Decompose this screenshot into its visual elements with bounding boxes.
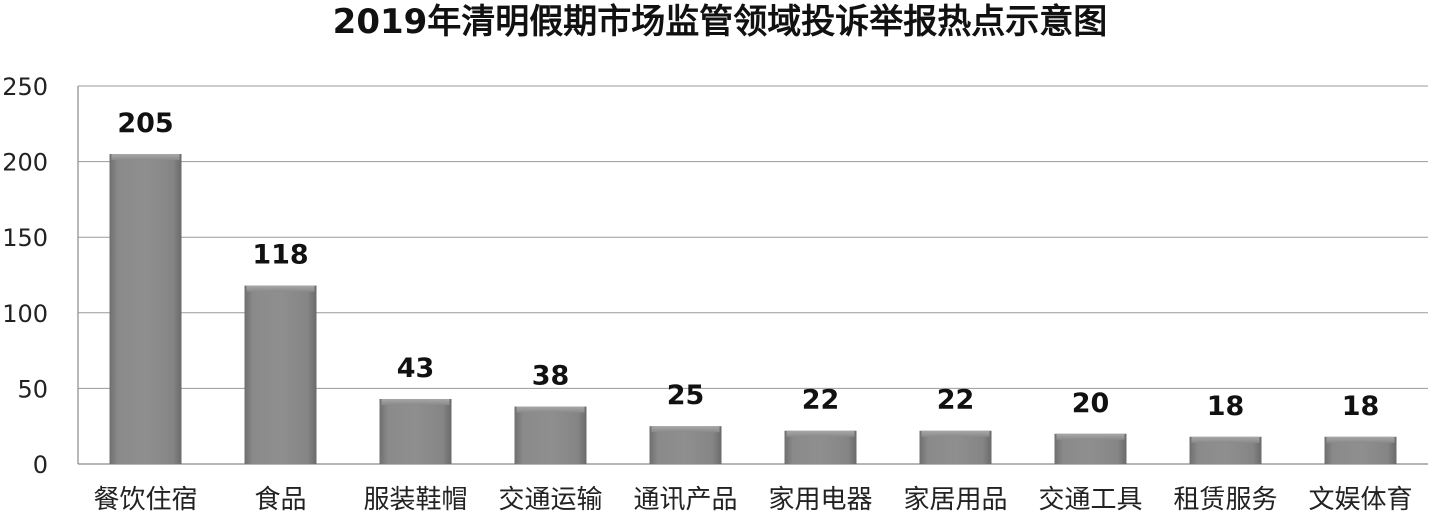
bar-highlight xyxy=(921,430,990,437)
x-axis-ticks: 餐饮住宿 食品 服装鞋帽 交通运输 通讯产品 家用电器 家居用品 交通工具 租赁服务 文娱体育 xyxy=(93,485,1412,515)
x-tick-label: 通讯产品 xyxy=(633,485,737,515)
bar-highlight xyxy=(651,426,720,433)
bar xyxy=(109,154,182,465)
data-label: 25 xyxy=(667,380,705,411)
y-tick-label: 150 xyxy=(2,224,48,252)
x-tick-label: 文娱体育 xyxy=(1308,485,1412,515)
x-tick-label: 食品 xyxy=(254,485,306,515)
y-tick-label: 200 xyxy=(2,149,48,177)
x-tick-label: 餐饮住宿 xyxy=(93,485,197,515)
bar xyxy=(244,285,317,464)
bar-highlight xyxy=(111,154,180,161)
data-label: 18 xyxy=(1342,391,1380,422)
x-tick-label: 家居用品 xyxy=(903,485,1007,515)
x-tick-label: 交通运输 xyxy=(498,485,602,515)
y-axis-ticks: 0 50 100 150 200 250 xyxy=(2,73,48,479)
data-label: 43 xyxy=(397,353,435,384)
x-tick-label: 服装鞋帽 xyxy=(363,485,467,515)
bar-highlight xyxy=(381,398,450,405)
y-tick-label: 0 xyxy=(33,451,48,479)
data-label: 205 xyxy=(117,108,173,139)
bar xyxy=(514,406,587,464)
data-label: 38 xyxy=(532,361,570,392)
y-tick-label: 100 xyxy=(2,300,48,328)
data-labels: 205 118 43 38 25 22 22 20 18 18 xyxy=(117,108,1379,422)
data-label: 22 xyxy=(802,385,840,416)
bar xyxy=(649,426,722,464)
data-label: 118 xyxy=(252,240,308,271)
bars xyxy=(109,154,1397,465)
chart-title: 2019年清明假期市场监管领域投诉举报热点示意图 xyxy=(333,2,1108,42)
x-tick-label: 租赁服务 xyxy=(1173,485,1277,515)
bar-highlight xyxy=(786,430,855,437)
x-tick-label: 家用电器 xyxy=(768,485,872,515)
data-label: 18 xyxy=(1207,391,1245,422)
bar-highlight xyxy=(1191,436,1260,443)
bar-highlight xyxy=(246,285,315,292)
x-tick-label: 交通工具 xyxy=(1038,485,1142,515)
data-label: 22 xyxy=(937,385,975,416)
y-tick-label: 250 xyxy=(2,73,48,101)
bar-highlight xyxy=(1326,436,1395,443)
data-label: 20 xyxy=(1072,388,1110,419)
bar xyxy=(379,398,452,464)
bar-highlight xyxy=(1056,433,1125,440)
bar-highlight xyxy=(516,406,585,413)
y-tick-label: 50 xyxy=(17,375,48,403)
